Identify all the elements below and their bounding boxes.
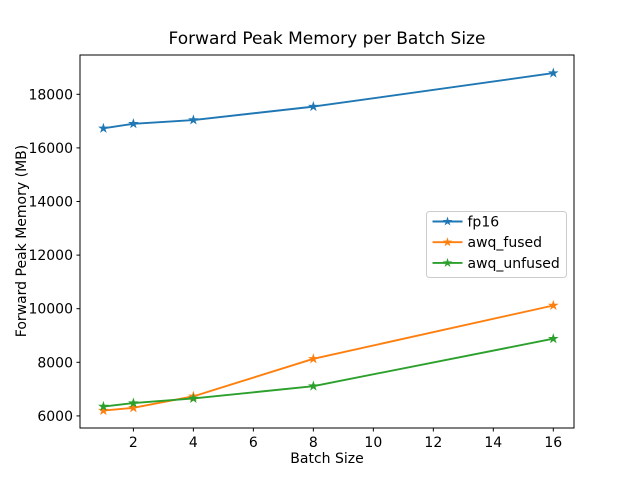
y-tick-label: 12000 [28, 248, 73, 264]
series-marker-awq_unfused [98, 400, 109, 412]
y-tick-label: 14000 [28, 194, 73, 210]
x-tick-label: 2 [129, 435, 138, 451]
series-marker-awq_unfused [188, 392, 199, 404]
x-tick-label: 4 [189, 435, 198, 451]
legend-label-awq_unfused: awq_unfused [468, 256, 560, 272]
x-tick-label: 14 [484, 435, 502, 451]
y-tick-label: 10000 [28, 302, 73, 318]
series-marker-awq_unfused [308, 380, 319, 391]
legend-marker-fp16 [442, 216, 453, 226]
y-tick-label: 8000 [37, 355, 73, 371]
series-marker-awq_fused [547, 299, 559, 311]
legend-marker-awq_fused [442, 237, 453, 247]
series-marker-fp16 [308, 101, 319, 112]
y-tick-label: 16000 [28, 141, 73, 157]
y-tick-label: 18000 [28, 87, 73, 103]
x-tick-label: 12 [424, 435, 442, 451]
chart-title: Forward Peak Memory per Batch Size [168, 29, 486, 49]
legend-label-awq_fused: awq_fused [468, 235, 543, 251]
series-marker-awq_fused [98, 404, 109, 416]
series-line-fp16 [102, 72, 555, 130]
x-axis-label: Batch Size [290, 451, 364, 467]
series-marker-fp16 [128, 118, 139, 129]
series-marker-awq_fused [128, 402, 139, 413]
series-marker-fp16 [188, 114, 199, 125]
x-tick-label: 10 [364, 435, 382, 451]
axes-frame [79, 54, 575, 429]
x-tick-label: 6 [249, 435, 258, 451]
legend-label-fp16: fp16 [468, 215, 500, 231]
legend-box [426, 211, 567, 278]
y-tick-label: 6000 [37, 409, 73, 425]
x-tick-label: 8 [309, 435, 318, 451]
series-marker-awq_fused [308, 353, 319, 364]
series-marker-fp16 [547, 67, 559, 78]
series-line-awq_fused [102, 304, 555, 412]
x-tick-label: 16 [544, 435, 562, 451]
legend-marker-awq_unfused [442, 257, 453, 267]
series-marker-awq_unfused [128, 397, 139, 408]
series-line-awq_unfused [102, 337, 555, 408]
series-marker-fp16 [98, 122, 109, 133]
series-marker-awq_unfused [547, 333, 559, 344]
